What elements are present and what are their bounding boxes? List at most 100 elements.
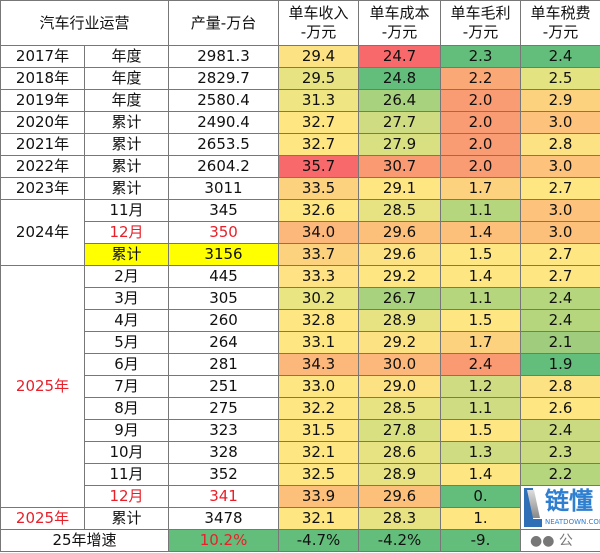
output-cell: 275 xyxy=(168,397,280,420)
value-cell: 30.2 xyxy=(278,287,360,310)
period-cell: 年度 xyxy=(83,89,170,112)
value-cell: 2.9 xyxy=(520,89,600,112)
value-cell: 29.1 xyxy=(358,177,442,200)
value-cell: 27.7 xyxy=(358,111,442,134)
logo-mark-bar xyxy=(524,488,533,527)
value-cell: 28.6 xyxy=(358,441,442,464)
table-row: 2023年 累计 3011 33.5 29.1 1.7 2.7 xyxy=(0,177,600,200)
period-cell: 4月 xyxy=(83,309,170,332)
period-cell: 11月 xyxy=(83,463,170,486)
table-row: 2025年 2月 445 33.3 29.2 1.4 2.7 xyxy=(0,265,600,508)
value-cell: 0. xyxy=(440,485,522,508)
table-row: 累计 3156 33.7 29.6 1.5 2.7 xyxy=(1,243,600,266)
value-cell: 2.0 xyxy=(440,133,522,156)
value-cell: 33.9 xyxy=(278,485,360,508)
value-cell: 2.4 xyxy=(520,419,600,442)
period-cell: 5月 xyxy=(83,331,170,354)
value-cell: 29.5 xyxy=(278,67,360,90)
value-cell: 2.0 xyxy=(440,155,522,178)
column-header: 产量-万台 xyxy=(168,0,280,46)
value-cell: 1.4 xyxy=(440,221,522,244)
year-cell: 2021年 xyxy=(0,133,85,156)
value-cell: 1.9 xyxy=(520,353,600,376)
period-cell: 6月 xyxy=(83,353,170,376)
column-header: 汽车行业运营 xyxy=(0,0,170,46)
column-header: 单车税费 -万元 xyxy=(520,0,600,46)
value-cell: 24.7 xyxy=(358,45,442,68)
growth-label: 25年增速 xyxy=(0,529,170,552)
value-cell: 2.4 xyxy=(520,287,600,310)
value-cell: 2.4 xyxy=(440,353,522,376)
year-cell: 2025年 xyxy=(0,265,85,508)
year-cell: 2017年 xyxy=(0,45,85,68)
value-cell: -4.2% xyxy=(358,529,442,552)
table-row: 6月 281 34.3 30.0 2.4 1.9 xyxy=(1,353,600,376)
output-cell: 305 xyxy=(168,287,280,310)
value-cell: 2.7 xyxy=(520,243,600,266)
value-cell: 32.2 xyxy=(278,397,360,420)
year-cell: 2023年 xyxy=(0,177,85,200)
period-cell: 11月 xyxy=(83,199,170,222)
wechat-icon: ●● xyxy=(530,533,555,549)
value-cell: 1.1 xyxy=(440,199,522,222)
value-cell: 2.3 xyxy=(520,441,600,464)
value-cell: -4.7% xyxy=(278,529,360,552)
table-row: 10月 328 32.1 28.6 1.3 2.3 xyxy=(1,441,600,464)
period-cell: 12月 xyxy=(83,221,170,244)
value-cell: 2.4 xyxy=(520,45,600,68)
value-cell xyxy=(520,529,600,552)
value-cell: 33.5 xyxy=(278,177,360,200)
value-cell: 31.3 xyxy=(278,89,360,112)
value-cell: -9. xyxy=(440,529,522,552)
period-cell: 9月 xyxy=(83,419,170,442)
output-cell: 2604.2 xyxy=(168,155,280,178)
logo-mark-foot xyxy=(524,519,542,527)
output-cell: 345 xyxy=(168,199,280,222)
output-cell: 10.2% xyxy=(168,529,280,552)
value-cell: 28.3 xyxy=(358,507,442,530)
value-cell: 1.4 xyxy=(440,265,522,288)
year-cell: 2022年 xyxy=(0,155,85,178)
neatdown-logo: 链懂 NEATDOWN.COM xyxy=(521,486,600,529)
output-cell: 3478 xyxy=(168,507,280,530)
period-cell: 3月 xyxy=(83,287,170,310)
value-cell: 32.1 xyxy=(278,507,360,530)
value-cell: 30.7 xyxy=(358,155,442,178)
table-row: 3月 305 30.2 26.7 1.1 2.4 xyxy=(1,287,600,310)
year-cell: 2020年 xyxy=(0,111,85,134)
value-cell: 2.7 xyxy=(520,177,600,200)
value-cell: 2.2 xyxy=(520,463,600,486)
period-cell: 累计 xyxy=(83,243,170,266)
wechat-text: 公 xyxy=(558,533,573,549)
year-cell: 2024年 xyxy=(0,199,85,266)
value-cell: 2.4 xyxy=(520,309,600,332)
year-cell: 2025年 xyxy=(0,507,85,530)
column-header: 单车成本 -万元 xyxy=(358,0,442,46)
value-cell: 1.5 xyxy=(440,419,522,442)
value-cell: 26.4 xyxy=(358,89,442,112)
value-cell: 1.3 xyxy=(440,441,522,464)
value-cell: 2.2 xyxy=(440,67,522,90)
value-cell: 29.6 xyxy=(358,243,442,266)
value-cell: 1.5 xyxy=(440,243,522,266)
table-row: 9月 323 31.5 27.8 1.5 2.4 xyxy=(1,419,600,442)
value-cell: 2.8 xyxy=(520,375,600,398)
value-cell: 28.5 xyxy=(358,199,442,222)
table-row: 4月 260 32.8 28.9 1.5 2.4 xyxy=(1,309,600,332)
value-cell: 33.3 xyxy=(278,265,360,288)
value-cell: 1.1 xyxy=(440,287,522,310)
value-cell: 33.7 xyxy=(278,243,360,266)
value-cell: 33.0 xyxy=(278,375,360,398)
output-cell: 260 xyxy=(168,309,280,332)
period-cell: 2月 xyxy=(83,265,170,288)
table-row: 12月 341 33.9 29.6 0. xyxy=(1,485,600,508)
period-cell: 累计 xyxy=(83,507,170,530)
value-cell: 2.1 xyxy=(520,331,600,354)
value-cell: 24.8 xyxy=(358,67,442,90)
column-header: 单车收入 -万元 xyxy=(278,0,360,46)
value-cell: 2.5 xyxy=(520,67,600,90)
value-cell: 35.7 xyxy=(278,155,360,178)
value-cell: 3.0 xyxy=(520,199,600,222)
value-cell: 2.0 xyxy=(440,111,522,134)
period-cell: 年度 xyxy=(83,67,170,90)
